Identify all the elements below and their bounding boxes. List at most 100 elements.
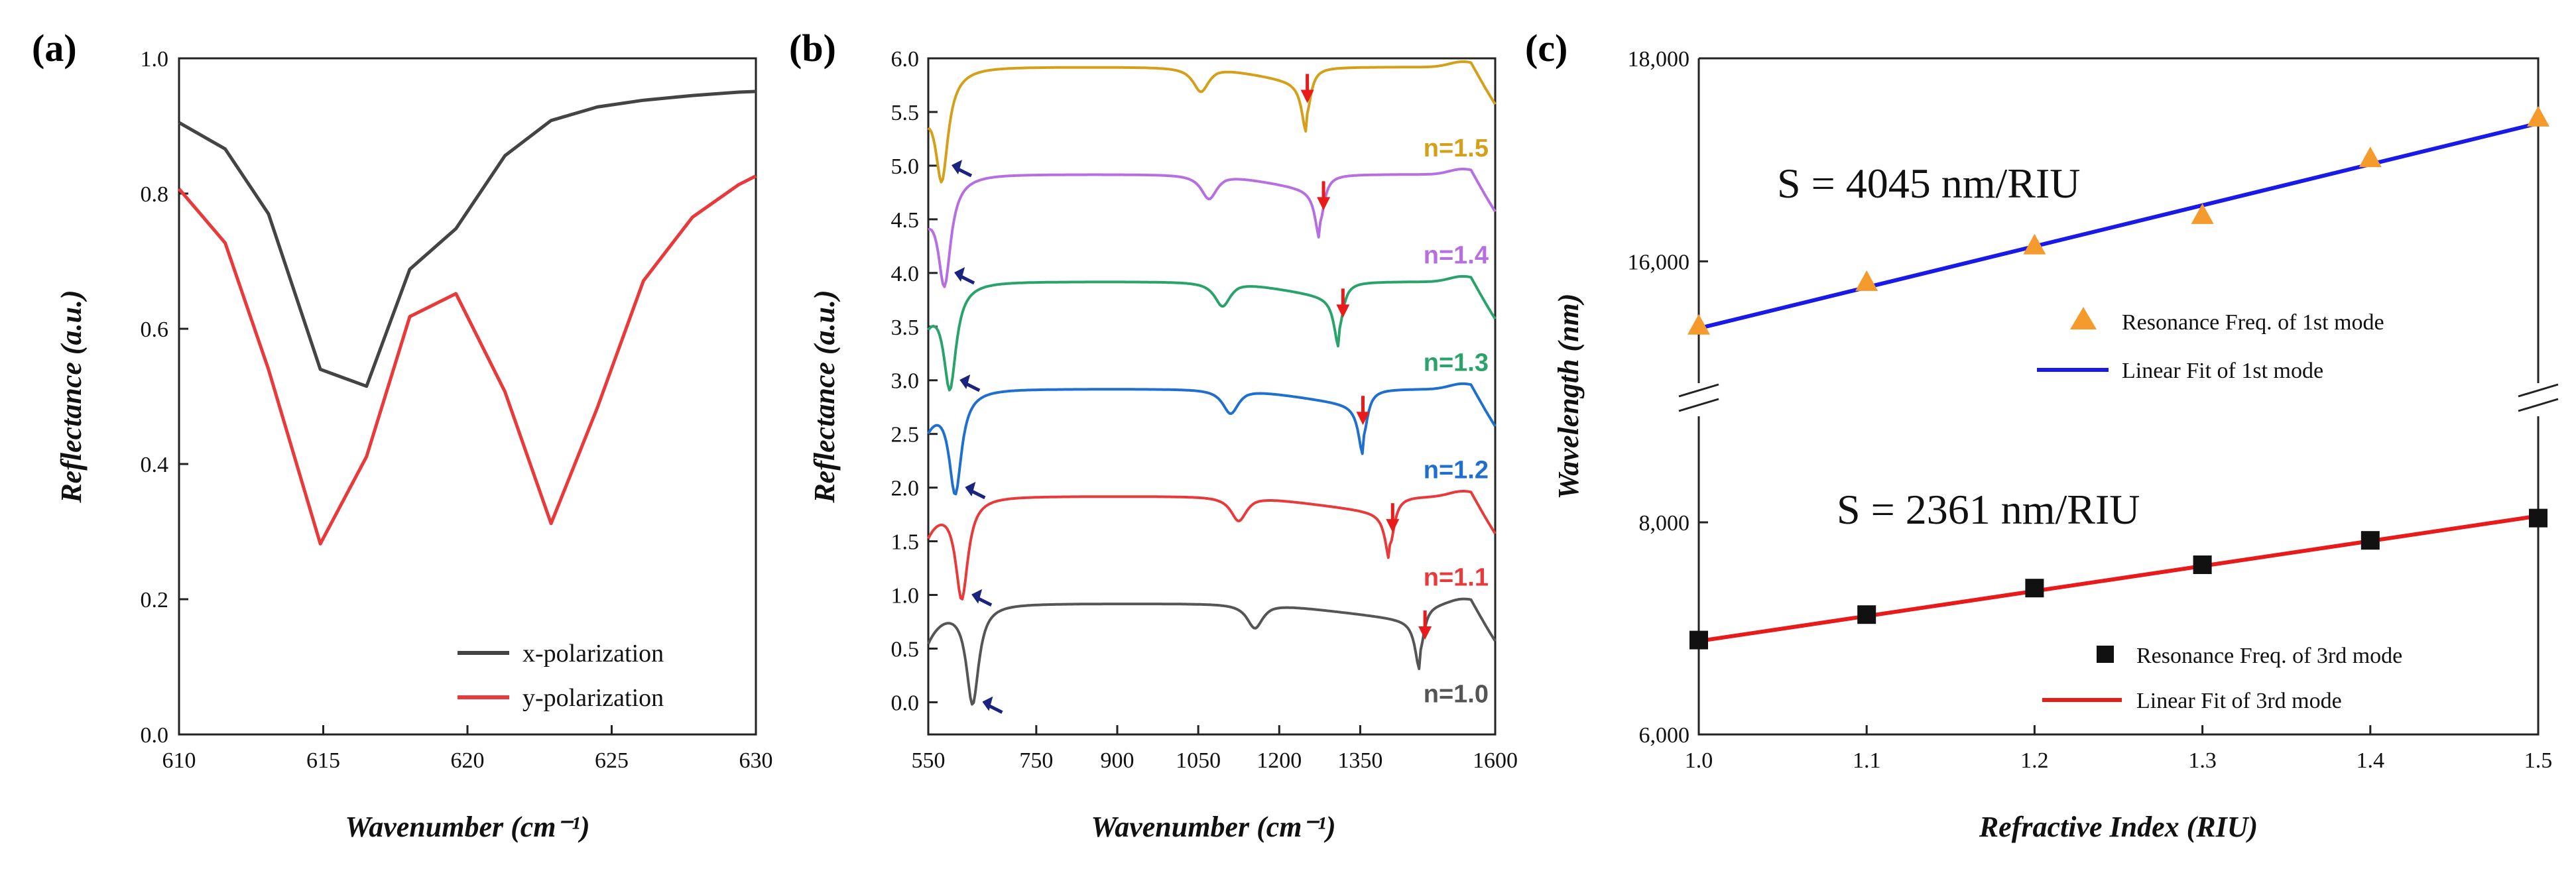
- red-arrow-head: [1336, 304, 1350, 318]
- panel-b: (b) 0.0 0.5 1.0 1.5 2.0 2.5 3.0 3.5 4.0 4.5 5.0 5.5…: [789, 27, 1518, 843]
- curve-label: n=1.1: [1424, 563, 1489, 591]
- spectrum-line-n=1.4: [928, 168, 1497, 288]
- y-tick-label: 0.8: [141, 182, 169, 207]
- panel-c-x-ticks: 1.0 1.1 1.2 1.3 1.4 1.5: [1685, 725, 2552, 773]
- legend-res-3rd: Resonance Freq. of 3rd mode: [2136, 644, 2402, 668]
- spectrum-line-n=1.5: [927, 60, 1497, 184]
- blue-arrow-head: [982, 696, 993, 711]
- y-tick-label: 0.0: [891, 691, 920, 715]
- panel-c-series: [1687, 105, 2549, 650]
- blue-arrow-head: [959, 374, 971, 389]
- x-tick-label: 1.2: [2020, 748, 2049, 773]
- x-tick-label: 1.1: [1853, 748, 1881, 773]
- panel-c-legend-upper: Resonance Freq. of 1st mode Linear Fit o…: [2037, 307, 2384, 383]
- triangle-marker: [2527, 105, 2549, 127]
- panel-b-x-ticks: 550 750 900 1050 1200 1350 1600: [912, 725, 1518, 773]
- y-tick-label: 6.0: [891, 47, 920, 72]
- sensitivity-3rd: S = 2361 nm/RIU: [1837, 486, 2140, 533]
- y-tick-label: 16,000: [1628, 250, 1690, 274]
- red-arrow-head: [1418, 626, 1432, 640]
- panel-b-label: (b): [789, 27, 836, 70]
- blue-arrow-head: [971, 589, 983, 604]
- y-tick-label: 0.5: [891, 637, 920, 662]
- y-tick-label: 1.0: [891, 584, 920, 609]
- x-tick-label: 750: [1019, 748, 1053, 773]
- panel-c-y-label: Wavelength (nm): [1552, 294, 1585, 500]
- y-tick-label: 5.0: [891, 154, 920, 179]
- x-tick-label: 630: [739, 748, 773, 773]
- curve-label: n=1.2: [1424, 457, 1489, 485]
- panel-b-frame: [927, 57, 1497, 736]
- y-tick-label: 4.0: [891, 262, 920, 286]
- curve-label: n=1.0: [1424, 680, 1489, 708]
- y-tick-label: 1.5: [891, 530, 920, 555]
- panel-b-y-ticks: 0.0 0.5 1.0 1.5 2.0 2.5 3.0 3.5 4.0 4.5 5.0 5.5 6.0: [891, 47, 938, 715]
- square-marker: [2193, 555, 2212, 574]
- series-line-y-polarization: [178, 174, 757, 546]
- square-marker: [2361, 531, 2380, 550]
- blue-arrow-head: [951, 160, 963, 175]
- y-tick-label: 18,000: [1628, 47, 1690, 72]
- y-tick-label: 0.0: [141, 723, 169, 748]
- y-tick-label: 0.6: [141, 318, 169, 342]
- fit-line-1st-mode: [1698, 121, 2539, 331]
- x-tick-label: 1050: [1176, 748, 1221, 773]
- panel-a-series: [178, 89, 757, 546]
- x-tick-label: 1600: [1473, 748, 1518, 773]
- legend-square-marker: [2097, 646, 2114, 663]
- red-arrow-head: [1356, 412, 1370, 426]
- y-tick-label: 6,000: [1639, 723, 1690, 748]
- triangle-marker: [2191, 203, 2214, 224]
- panel-a-y-label: Reflectance (a.u.): [55, 290, 88, 503]
- panel-a-x-ticks: 610 615 620 625 630: [162, 725, 773, 773]
- legend-triangle-marker: [2070, 307, 2097, 329]
- panel-a-x-label: Wavenumber (cm⁻¹): [345, 811, 589, 843]
- panel-a: (a) 0.0 0.2 0.4 0.6 0.8 1.0 610 615 620 625 630 R…: [32, 27, 773, 843]
- red-arrow-head: [1300, 89, 1314, 103]
- panel-c-legend-lower: Resonance Freq. of 3rd mode Linear Fit o…: [2042, 644, 2402, 713]
- x-tick-label: 1350: [1337, 748, 1382, 773]
- legend-fit-1st: Linear Fit of 1st mode: [2122, 359, 2323, 383]
- x-tick-label: 900: [1101, 748, 1135, 773]
- triangle-marker: [2023, 233, 2046, 255]
- y-tick-label: 2.5: [891, 423, 920, 447]
- x-tick-label: 1.3: [2188, 748, 2217, 773]
- red-arrow-head: [1317, 197, 1331, 211]
- legend-y-pol: y-polarization: [522, 684, 664, 712]
- triangle-marker: [1855, 270, 1878, 291]
- panel-b-x-label: Wavenumber (cm⁻¹): [1091, 811, 1335, 843]
- blue-arrow-head: [965, 481, 976, 496]
- panel-c-x-label: Refractive Index (RIU): [1979, 811, 2258, 843]
- square-marker: [1857, 605, 1876, 624]
- x-tick-label: 615: [306, 748, 340, 773]
- spectrum-line-n=1.1: [927, 490, 1497, 601]
- red-arrow-head: [1386, 519, 1400, 533]
- panel-a-y-ticks: 0.0 0.2 0.4 0.6 0.8 1.0: [141, 47, 188, 748]
- x-tick-label: 550: [912, 748, 946, 773]
- y-tick-label: 3.5: [891, 316, 920, 340]
- y-tick-label: 8,000: [1639, 511, 1690, 536]
- spectrum-line-n=1.0: [927, 597, 1497, 706]
- x-tick-label: 1.0: [1685, 748, 1713, 773]
- y-tick-label: 5.5: [891, 101, 920, 125]
- spectrum-line-n=1.3: [927, 274, 1497, 392]
- triangle-marker: [2359, 146, 2382, 168]
- series-line-x-polarization: [178, 89, 757, 388]
- square-marker: [1689, 630, 1708, 650]
- blue-arrow-head: [954, 267, 965, 282]
- curve-label: n=1.5: [1424, 135, 1489, 162]
- axis-break-left: [1678, 383, 1719, 412]
- square-marker: [2025, 579, 2044, 598]
- y-tick-label: 3.0: [891, 369, 920, 394]
- y-tick-label: 1.0: [141, 47, 169, 72]
- panel-a-legend: x-polarization y-polarization: [458, 640, 664, 712]
- x-tick-label: 625: [595, 748, 629, 773]
- panel-a-label: (a): [32, 27, 77, 70]
- curve-label: n=1.3: [1424, 349, 1489, 377]
- fit-line-3rd-mode: [1698, 514, 2539, 644]
- panel-a-frame: [178, 57, 757, 736]
- y-tick-label: 0.2: [141, 588, 169, 612]
- panel-c-label: (c): [1525, 27, 1567, 70]
